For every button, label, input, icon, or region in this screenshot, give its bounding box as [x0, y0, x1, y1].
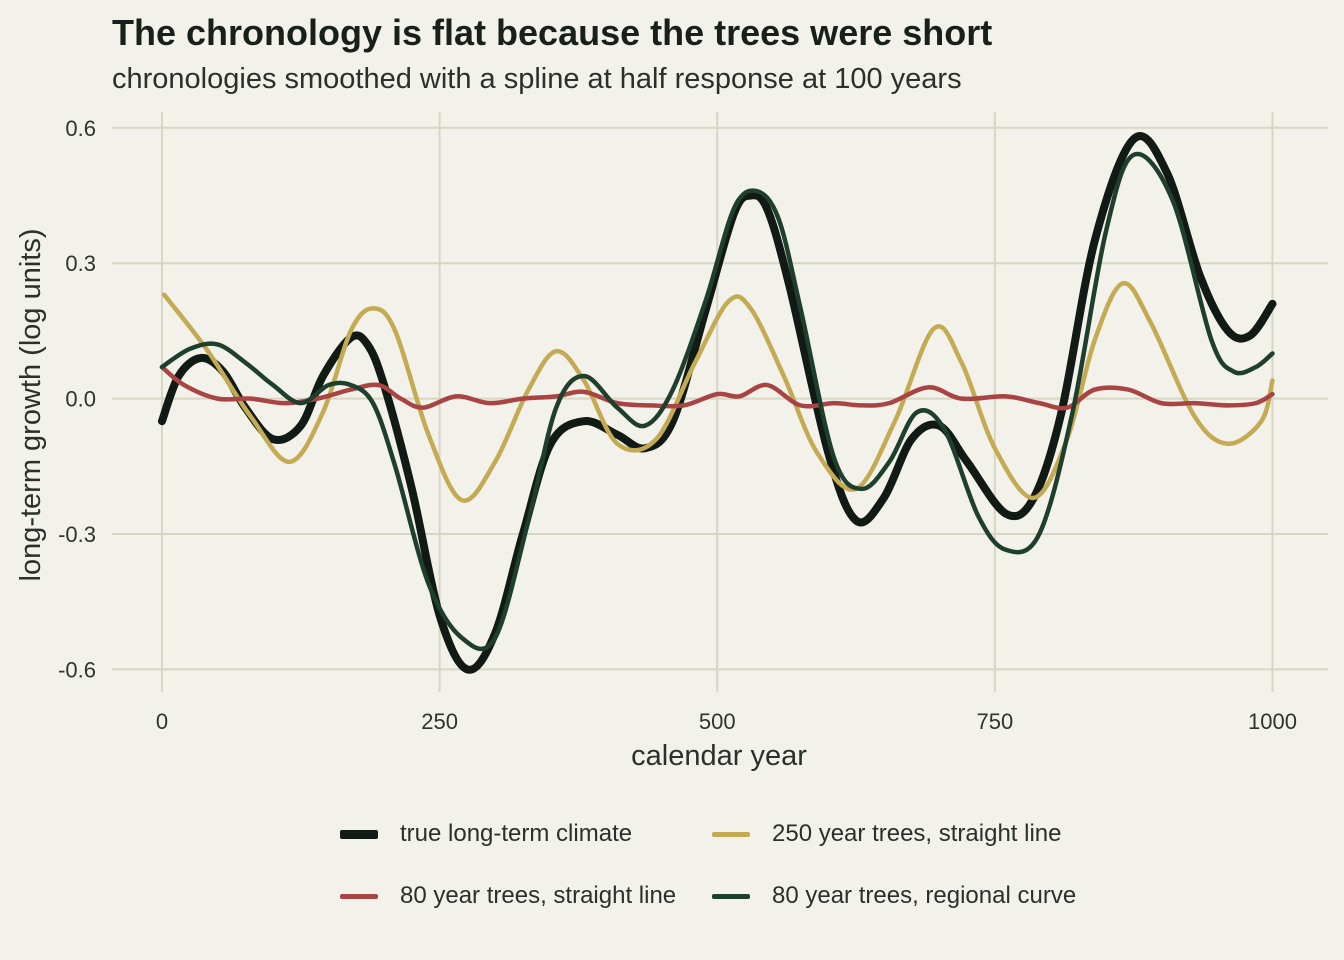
x-tick-label: 0 — [156, 709, 168, 734]
x-tick-label: 500 — [699, 709, 736, 734]
x-axis-ticks: 0 250 500 750 1000 — [156, 709, 1297, 734]
y-tick-label: -0.6 — [58, 657, 96, 682]
x-tick-label: 750 — [976, 709, 1013, 734]
series-line-80-straight — [159, 364, 1275, 411]
chart-subtitle: chronologies smoothed with a spline at h… — [112, 63, 962, 95]
chart-title: The chronology is flat because the trees… — [112, 12, 993, 53]
y-axis-title: long-term growth (log units) — [15, 229, 47, 582]
legend-item-80-straight: 80 year trees, straight line — [340, 880, 712, 912]
legend-item-250-straight: 250 year trees, straight line — [712, 818, 1132, 850]
legend-swatch-80-regional — [712, 893, 750, 899]
y-axis-ticks: -0.6 -0.3 0.0 0.3 0.6 — [58, 116, 96, 683]
y-tick-label: -0.3 — [58, 522, 96, 547]
x-axis-title: calendar year — [631, 740, 807, 772]
y-tick-label: 0.6 — [65, 116, 96, 141]
series-line-80-regional — [159, 151, 1275, 652]
legend-swatch-250-straight — [712, 831, 750, 837]
legend-item-80-regional: 80 year trees, regional curve — [712, 880, 1132, 912]
legend-swatch-true-climate — [340, 829, 378, 839]
y-tick-label: 0.0 — [65, 387, 96, 412]
legend-label: 80 year trees, straight line — [400, 882, 677, 909]
legend-swatch-80-straight — [340, 893, 378, 899]
legend-label: 80 year trees, regional curve — [772, 882, 1077, 909]
legend-label: 250 year trees, straight line — [772, 820, 1062, 847]
x-tick-label: 250 — [421, 709, 458, 734]
legend-item-true-climate: true long-term climate — [340, 818, 712, 850]
legend-label: true long-term climate — [400, 820, 633, 847]
series-lines — [157, 132, 1277, 674]
series-line-250-straight — [161, 281, 1275, 503]
series-line-true-climate — [157, 132, 1277, 674]
x-tick-label: 1000 — [1248, 709, 1297, 734]
y-tick-label: 0.3 — [65, 251, 96, 276]
legend: true long-term climate 250 year trees, s… — [340, 818, 1160, 912]
